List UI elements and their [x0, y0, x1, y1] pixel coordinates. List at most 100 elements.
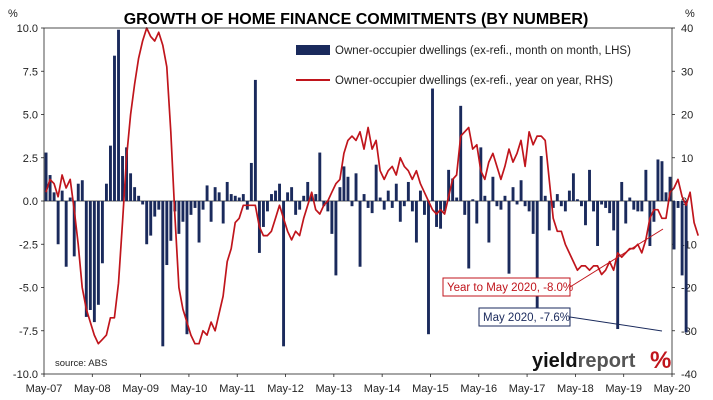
bar: [169, 201, 173, 241]
bar: [282, 201, 286, 347]
bar: [555, 194, 559, 201]
right-tick-label: -20: [681, 283, 697, 295]
bar: [543, 195, 547, 201]
bar: [648, 201, 652, 246]
bar: [463, 201, 467, 215]
bar: [511, 187, 515, 201]
annotation-month-text: May 2020, -7.6%: [483, 312, 570, 324]
bar: [197, 201, 201, 243]
bar: [121, 156, 124, 201]
bar: [676, 201, 680, 208]
right-tick-label: 20: [681, 110, 693, 122]
bar: [624, 201, 628, 224]
bar: [314, 194, 318, 201]
annotation-month-leader: [569, 316, 663, 332]
bar: [141, 201, 145, 205]
bar: [370, 201, 374, 214]
bar: [76, 183, 80, 201]
bar: [604, 201, 608, 208]
x-tick-label: May-17: [509, 383, 546, 395]
right-tick-label: -40: [681, 369, 697, 381]
bar: [298, 201, 302, 210]
bar: [310, 195, 314, 201]
bar: [660, 161, 664, 201]
left-tick-label: 10.0: [17, 23, 38, 35]
bar: [153, 201, 157, 217]
left-tick-label: 7.5: [23, 66, 38, 78]
yoy-line: [45, 27, 700, 345]
brand-name-part2: report: [578, 350, 636, 372]
bar: [237, 197, 241, 201]
bar: [499, 201, 503, 210]
bar: [261, 201, 265, 227]
source-note: source: ABS: [55, 358, 107, 369]
x-tick-label: May-08: [74, 383, 111, 395]
bar: [575, 199, 579, 201]
bar: [596, 201, 600, 246]
annotation-month-box: [478, 307, 571, 327]
bar: [185, 201, 189, 335]
bar: [668, 176, 672, 201]
chart-title: GROWTH OF HOME FINANCE COMMITMENTS (BY N…: [124, 11, 589, 28]
bar: [318, 152, 322, 201]
bar: [249, 162, 253, 201]
bar: [406, 181, 410, 201]
bar: [664, 192, 668, 201]
annotation-year-text: Year to May 2020, -8.0%: [447, 282, 573, 294]
left-tick-label: 5.0: [23, 110, 38, 122]
bar: [104, 183, 108, 201]
right-tick-label: 10: [681, 153, 693, 165]
bar: [378, 197, 382, 201]
bar: [459, 105, 463, 201]
bar: [322, 201, 326, 207]
bar: [201, 201, 205, 210]
line-series: [45, 27, 700, 345]
bar: [274, 190, 277, 201]
bar: [217, 192, 221, 201]
bar: [241, 194, 245, 201]
bar: [616, 201, 620, 330]
bar: [487, 201, 491, 243]
x-tick-label: May-11: [219, 383, 255, 395]
bar: [225, 181, 229, 201]
bar: [608, 201, 612, 214]
bar: [414, 201, 418, 243]
legend-line-label: Owner-occupier dwellings (ex-refi., year…: [335, 75, 613, 87]
bar: [346, 176, 350, 201]
brand-wordmark: yieldreport: [532, 350, 636, 372]
left-axis-ticks: 10.0 7.5 5.0 2.5 0.0 -2.5 -5.0 -7.5 -10.0: [13, 23, 44, 381]
bar: [584, 201, 587, 226]
bar: [330, 201, 334, 234]
left-tick-label: -2.5: [19, 239, 38, 251]
legend: Owner-occupier dwellings (ex-refi., mont…: [296, 45, 631, 87]
bar: [137, 195, 141, 201]
bar: [451, 178, 455, 201]
bar: [640, 201, 644, 212]
bar: [431, 88, 434, 201]
bar: [551, 201, 555, 208]
bar: [628, 197, 632, 201]
left-tick-label: -10.0: [13, 369, 38, 381]
bar: [334, 201, 338, 276]
x-tick-label: May-14: [364, 383, 401, 395]
bar: [467, 201, 471, 269]
bar: [672, 201, 676, 250]
bar: [302, 195, 306, 201]
bar: [193, 201, 197, 208]
bar: [547, 201, 551, 231]
bar: [229, 194, 233, 201]
bar: [592, 201, 595, 212]
bar: [44, 152, 48, 201]
bar: [620, 181, 624, 201]
bar: [290, 187, 294, 201]
annotation-year-box: [442, 277, 571, 297]
bar: [471, 199, 475, 201]
bar: [427, 201, 430, 335]
bar: [68, 197, 72, 201]
bar: [495, 201, 499, 207]
bar: [96, 201, 100, 305]
bar: [149, 201, 153, 236]
bar: [374, 164, 378, 201]
bar: [632, 201, 636, 210]
